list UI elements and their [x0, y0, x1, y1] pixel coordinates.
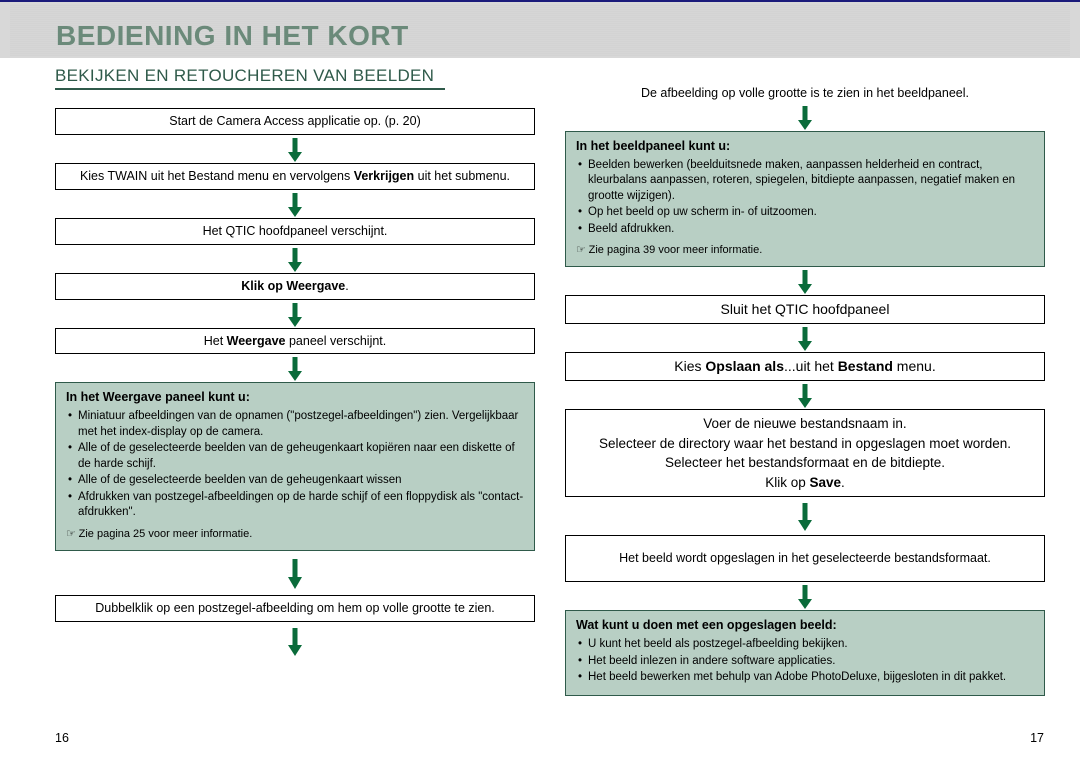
step-text: Klik op Weergave.: [241, 279, 348, 293]
content-area: BEKIJKEN EN RETOUCHEREN VAN BEELDEN Star…: [0, 58, 1080, 706]
left-column: BEKIJKEN EN RETOUCHEREN VAN BEELDEN Star…: [55, 66, 535, 696]
right-column: De afbeelding op volle grootte is te zie…: [565, 66, 1045, 696]
step-line: Voer de nieuwe bestandsnaam in.: [576, 414, 1034, 434]
intro-text: De afbeelding op volle grootte is te zie…: [565, 86, 1045, 103]
list-item: Alle of de geselecteerde beelden van de …: [68, 441, 524, 472]
step-line: Selecteer de directory waar het bestand …: [576, 434, 1034, 454]
info-box: In het beeldpaneel kunt u: Beelden bewer…: [565, 131, 1045, 267]
info-header: Wat kunt u doen met een opgeslagen beeld…: [576, 617, 1034, 634]
info-list: Miniatuur afbeeldingen van de opnamen ("…: [66, 409, 524, 521]
arrow-icon: [565, 103, 1045, 131]
arrow-icon: [565, 381, 1045, 409]
list-item: Beeld afdrukken.: [578, 222, 1034, 238]
step-box: Het Weergave paneel verschijnt.: [55, 328, 535, 355]
page-number-left: 16: [55, 731, 69, 745]
step-box: Sluit het QTIC hoofdpaneel: [565, 295, 1045, 324]
info-header: In het beeldpaneel kunt u:: [576, 138, 1034, 155]
step-text: Kies Opslaan als...uit het Bestand menu.: [674, 358, 935, 374]
step-text: Het QTIC hoofdpaneel verschijnt.: [203, 224, 388, 238]
list-item: Miniatuur afbeeldingen van de opnamen ("…: [68, 409, 524, 440]
step-box: Klik op Weergave.: [55, 273, 535, 300]
step-line: Klik op Save.: [576, 473, 1034, 493]
arrow-icon: [55, 300, 535, 328]
step-box: Het beeld wordt opgeslagen in het gesele…: [565, 535, 1045, 582]
info-note: ☞ Zie pagina 25 voor meer informatie.: [66, 527, 524, 542]
arrow-icon: [55, 551, 535, 595]
page-title: BEDIENING IN HET KORT: [56, 20, 409, 52]
arrow-icon: [565, 267, 1045, 295]
list-item: Op het beeld op uw scherm in- of uitzoom…: [578, 205, 1034, 221]
step-text: Sluit het QTIC hoofdpaneel: [721, 301, 890, 317]
info-box: In het Weergave paneel kunt u: Miniatuur…: [55, 382, 535, 550]
title-bar: BEDIENING IN HET KORT: [0, 14, 1080, 58]
arrow-icon: [55, 135, 535, 163]
list-item: Beelden bewerken (beelduitsnede maken, a…: [578, 158, 1034, 205]
info-list: Beelden bewerken (beelduitsnede maken, a…: [576, 158, 1034, 238]
step-box: Dubbelklik op een postzegel-afbeelding o…: [55, 595, 535, 622]
info-header: In het Weergave paneel kunt u:: [66, 389, 524, 406]
info-box: Wat kunt u doen met een opgeslagen beeld…: [565, 610, 1045, 695]
arrow-icon: [565, 582, 1045, 610]
list-item: U kunt het beeld als postzegel-afbeeldin…: [578, 637, 1034, 653]
subsection-title: BEKIJKEN EN RETOUCHEREN VAN BEELDEN: [55, 66, 445, 90]
arrow-icon: [565, 324, 1045, 352]
step-text: Dubbelklik op een postzegel-afbeelding o…: [95, 601, 495, 615]
arrow-icon: [55, 354, 535, 382]
list-item: Alle of de geselecteerde beelden van de …: [68, 473, 524, 489]
step-text: Het beeld wordt opgeslagen in het gesele…: [619, 551, 991, 565]
step-box: Kies TWAIN uit het Bestand menu en vervo…: [55, 163, 535, 190]
arrow-icon: [55, 190, 535, 218]
arrow-icon: [55, 245, 535, 273]
info-list: U kunt het beeld als postzegel-afbeeldin…: [576, 637, 1034, 686]
step-box: Voer de nieuwe bestandsnaam in. Selectee…: [565, 409, 1045, 497]
list-item: Het beeld bewerken met behulp van Adobe …: [578, 670, 1034, 686]
step-box: Start de Camera Access applicatie op. (p…: [55, 108, 535, 135]
info-note: ☞ Zie pagina 39 voor meer informatie.: [576, 243, 1034, 258]
step-box: Kies Opslaan als...uit het Bestand menu.: [565, 352, 1045, 381]
page-number-right: 17: [1030, 731, 1044, 745]
arrow-icon: [55, 622, 535, 656]
step-text: Kies TWAIN uit het Bestand menu en vervo…: [80, 169, 510, 183]
step-text: Het Weergave paneel verschijnt.: [204, 334, 387, 348]
list-item: Afdrukken van postzegel-afbeeldingen op …: [68, 490, 524, 521]
step-text: Start de Camera Access applicatie op. (p…: [169, 114, 421, 128]
step-line: Selecteer het bestandsformaat en de bitd…: [576, 453, 1034, 473]
list-item: Het beeld inlezen in andere software app…: [578, 654, 1034, 670]
step-box: Het QTIC hoofdpaneel verschijnt.: [55, 218, 535, 245]
arrow-icon: [565, 497, 1045, 535]
